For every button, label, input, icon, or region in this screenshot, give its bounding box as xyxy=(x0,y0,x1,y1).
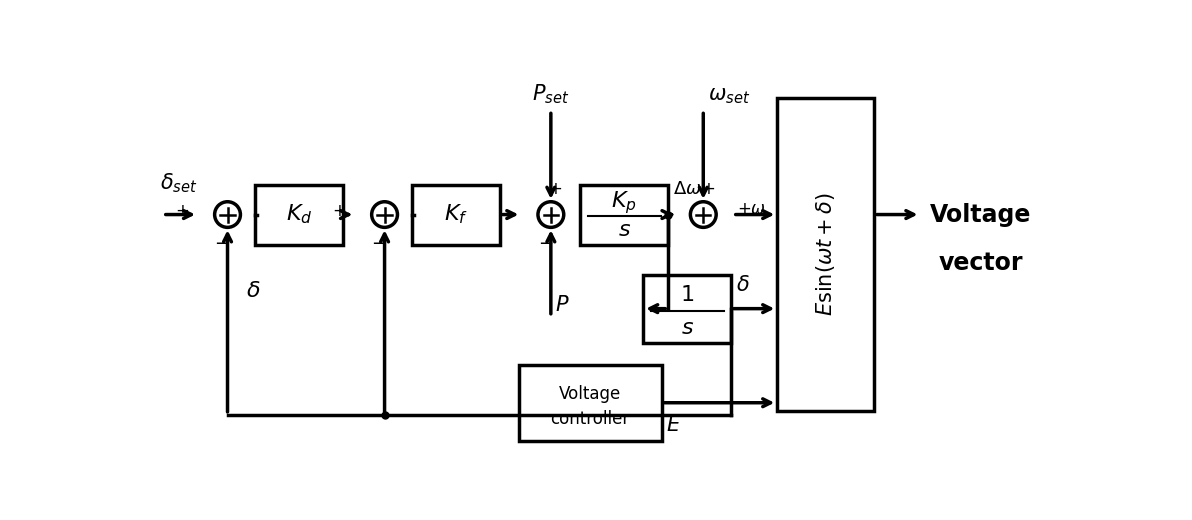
Bar xyxy=(644,275,731,343)
Text: $-$: $-$ xyxy=(215,233,230,251)
Text: $\delta$: $\delta$ xyxy=(246,281,261,301)
Text: $+$: $+$ xyxy=(174,202,188,219)
Text: $\delta_{set}$: $\delta_{set}$ xyxy=(160,171,198,194)
Text: $s$: $s$ xyxy=(617,219,631,240)
Text: vector: vector xyxy=(938,251,1023,275)
Bar xyxy=(255,185,343,244)
Text: $s$: $s$ xyxy=(681,318,694,337)
Text: $-$: $-$ xyxy=(372,233,386,251)
Text: $P$: $P$ xyxy=(555,295,570,315)
Text: controller: controller xyxy=(551,410,629,428)
Text: $K_d$: $K_d$ xyxy=(286,203,312,226)
Text: $K_f$: $K_f$ xyxy=(445,203,468,226)
Text: $P_{set}$: $P_{set}$ xyxy=(532,83,570,107)
Bar xyxy=(412,185,501,244)
Text: Voltage: Voltage xyxy=(930,203,1031,227)
Bar xyxy=(581,185,669,244)
Text: $\Delta\omega$: $\Delta\omega$ xyxy=(672,179,701,198)
Text: $\omega_{set}$: $\omega_{set}$ xyxy=(708,86,750,107)
Text: $E\sin\!\left(\omega t+\delta\right)$: $E\sin\!\left(\omega t+\delta\right)$ xyxy=(814,193,837,317)
Text: $\delta$: $\delta$ xyxy=(735,275,750,295)
Bar xyxy=(519,365,662,441)
Text: $-$: $-$ xyxy=(538,233,553,251)
Text: $+$: $+$ xyxy=(701,180,715,198)
Text: $K_p$: $K_p$ xyxy=(611,189,638,216)
Text: $E$: $E$ xyxy=(666,415,682,435)
Text: $+$: $+$ xyxy=(548,180,563,198)
Bar xyxy=(777,98,874,411)
Text: $+$: $+$ xyxy=(331,202,346,219)
Text: $1$: $1$ xyxy=(681,285,694,305)
Text: $+\omega$: $+\omega$ xyxy=(738,200,766,217)
Text: Voltage: Voltage xyxy=(559,385,621,402)
